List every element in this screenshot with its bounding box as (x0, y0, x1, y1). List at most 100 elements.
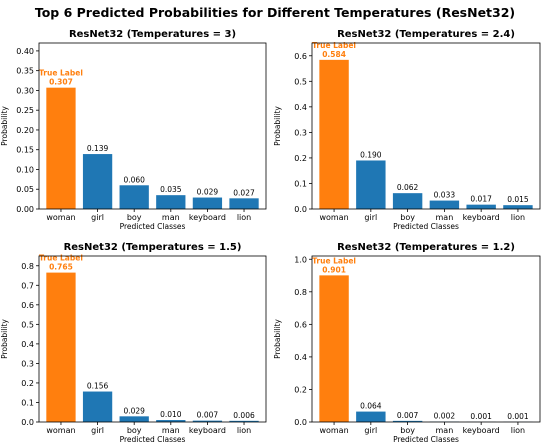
bar-keyboard (192, 197, 223, 209)
x-tick-label: man (436, 426, 454, 435)
y-axis-label: Probability (0, 106, 9, 146)
bar-boy (119, 416, 149, 422)
data-label: 0.007 (397, 411, 419, 420)
data-label: 0.027 (233, 188, 255, 197)
data-label: 0.139 (87, 144, 109, 153)
data-label: 0.017 (470, 195, 492, 204)
y-tick-label: 0.1 (294, 179, 307, 188)
subplot-4: ResNet32 (Temperatures = 1.2) 0.0 0.2 0.4 0.… (273, 242, 541, 444)
bar-lion (229, 198, 259, 209)
y-tick-label: 0.6 (21, 301, 34, 310)
data-label: 0.035 (160, 185, 182, 194)
data-label: 0.190 (360, 150, 382, 159)
bar-boy (392, 193, 423, 209)
subplot-1: ResNet32 (Temperatures = 3) 0.00 0.05 0.10 0… (0, 29, 267, 231)
y-tick-label: 0.30 (16, 86, 34, 95)
bar-girl (82, 154, 113, 209)
y-tick-label: 0.6 (294, 320, 307, 329)
axes-frame (38, 42, 267, 210)
subplot-title: ResNet32 (Temperatures = 1.5) (64, 242, 242, 253)
y-tick-label: 0.05 (16, 185, 34, 194)
bar-woman (46, 272, 76, 422)
y-tick-label: 0.0 (21, 418, 34, 427)
subplot-3: ResNet32 (Temperatures = 1.5) 0.0 0.1 0.2 0.… (0, 242, 267, 444)
data-label: 0.901 (322, 265, 346, 274)
y-tick-label: 0.5 (294, 77, 307, 86)
x-tick-label: keyboard (189, 213, 226, 222)
x-axis-label: Predicted Classes (120, 435, 186, 444)
figure-title: Top 6 Predicted Probabilities for Differ… (35, 5, 515, 20)
subplot-2: ResNet32 (Temperatures = 2.4) 0.0 0.1 0.2 0.… (273, 29, 541, 231)
data-label: 0.060 (123, 175, 145, 184)
y-tick-label: 0.00 (16, 205, 34, 214)
y-tick-label: 0.3 (21, 359, 34, 368)
true-label-text: True Label (312, 41, 356, 50)
y-tick-label: 0.4 (294, 353, 307, 362)
subplot-title: ResNet32 (Temperatures = 3) (69, 29, 236, 40)
subplot-title: ResNet32 (Temperatures = 1.2) (337, 242, 515, 253)
data-label: 0.029 (123, 406, 145, 415)
data-label: 0.002 (434, 412, 456, 421)
y-tick-label: 0.6 (294, 52, 307, 61)
data-label: 0.006 (233, 411, 255, 420)
x-tick-label: woman (319, 213, 348, 222)
data-label: 0.029 (197, 188, 219, 197)
y-tick-label: 0.8 (21, 262, 34, 271)
y-tick-label: 1.0 (294, 255, 307, 264)
x-tick-label: lion (237, 426, 251, 435)
y-tick-label: 0.5 (21, 320, 34, 329)
true-label-text: True Label (312, 256, 356, 265)
bar-keyboard (466, 204, 496, 209)
data-label: 0.062 (397, 183, 419, 192)
x-tick-label: man (436, 213, 454, 222)
y-tick-label: 0.4 (21, 340, 34, 349)
data-label: 0.064 (360, 402, 382, 411)
x-tick-label: keyboard (463, 213, 500, 222)
axes-frame (311, 255, 541, 423)
bar-woman (319, 59, 349, 210)
bar-woman (46, 87, 76, 209)
bar-girl (82, 391, 113, 422)
x-tick-label: boy (400, 426, 415, 435)
y-tick-label: 0.3 (294, 128, 307, 137)
y-axis-label: Probability (273, 319, 282, 359)
bar-woman (319, 275, 349, 422)
y-tick-label: 0.0 (294, 205, 307, 214)
y-tick-label: 0.35 (16, 67, 34, 76)
bar-girl (356, 411, 386, 422)
data-label: 0.765 (49, 263, 73, 272)
x-tick-label: girl (91, 213, 104, 222)
y-tick-label: 0.2 (21, 379, 34, 388)
subplot-title: ResNet32 (Temperatures = 2.4) (337, 29, 515, 40)
bar-man (429, 200, 460, 209)
y-tick-label: 0.8 (294, 288, 307, 297)
data-label: 0.033 (434, 191, 456, 200)
y-tick-label: 0.15 (16, 146, 34, 155)
y-tick-label: 0.2 (294, 385, 307, 394)
bar-lion (229, 420, 259, 422)
bar-boy (392, 420, 423, 422)
x-axis-label: Predicted Classes (393, 222, 459, 231)
x-tick-label: woman (46, 213, 75, 222)
x-tick-label: lion (237, 213, 251, 222)
x-tick-label: woman (319, 426, 348, 435)
bar-boy (119, 185, 149, 209)
true-label-text: True Label (39, 69, 83, 78)
x-tick-label: boy (400, 213, 415, 222)
y-axis-label: Probability (0, 319, 9, 359)
y-tick-label: 0.2 (294, 154, 307, 163)
x-tick-label: keyboard (189, 426, 226, 435)
data-label: 0.156 (87, 382, 109, 391)
bar-man (156, 195, 186, 209)
x-tick-label: boy (127, 213, 142, 222)
x-tick-label: man (162, 213, 180, 222)
axes-frame (38, 255, 267, 423)
y-tick-label: 0.25 (16, 106, 34, 115)
y-tick-label: 0.10 (16, 165, 34, 174)
bar-girl (356, 160, 386, 209)
bar-man (156, 420, 186, 422)
x-tick-label: girl (364, 426, 377, 435)
x-tick-label: lion (511, 213, 525, 222)
y-tick-label: 0.1 (21, 398, 34, 407)
